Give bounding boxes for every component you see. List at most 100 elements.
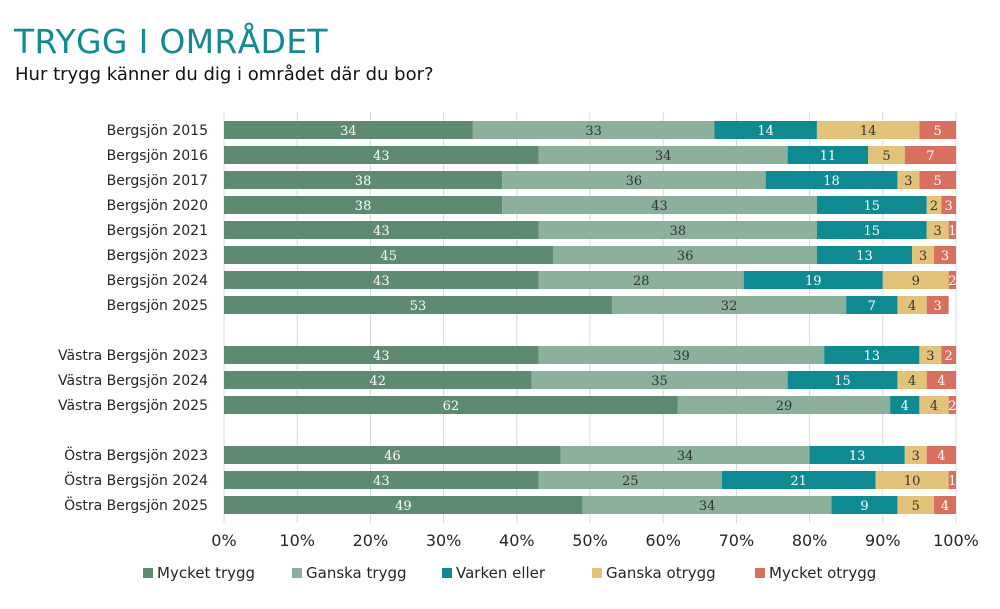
data-label: 1 bbox=[948, 224, 956, 239]
bar-segment bbox=[919, 346, 942, 364]
data-label: 43 bbox=[373, 474, 390, 489]
x-tick-label: 30% bbox=[426, 531, 462, 550]
bar-segment bbox=[948, 221, 956, 239]
data-label: 9 bbox=[912, 274, 920, 289]
bar-segment bbox=[224, 196, 503, 214]
data-label: 14 bbox=[757, 124, 774, 139]
bar-segment bbox=[765, 171, 898, 189]
data-label: 3 bbox=[934, 299, 942, 314]
legend-swatch bbox=[292, 568, 302, 578]
bar-segment bbox=[224, 246, 554, 264]
x-tick-label: 80% bbox=[792, 531, 828, 550]
data-label: 39 bbox=[673, 349, 690, 364]
chart-subtitle: Hur trygg känner du dig i området där du… bbox=[15, 64, 434, 85]
legend-label: Varken eller bbox=[456, 564, 546, 582]
bar-segment bbox=[934, 246, 956, 264]
data-label: 3 bbox=[912, 449, 920, 464]
bar-segment bbox=[926, 371, 956, 389]
data-label: 28 bbox=[633, 274, 650, 289]
bar-segment bbox=[934, 496, 956, 514]
bar-segment bbox=[926, 296, 949, 314]
bar-segment bbox=[948, 471, 956, 489]
bar-segment bbox=[904, 146, 956, 164]
category-label: Västra Bergsjön 2024 bbox=[58, 373, 208, 389]
bar-segment bbox=[875, 471, 949, 489]
data-label: 4 bbox=[930, 399, 938, 414]
category-label: Östra Bergsjön 2023 bbox=[64, 446, 208, 464]
bar-segment bbox=[224, 446, 561, 464]
legend-swatch bbox=[143, 568, 153, 578]
data-label: 18 bbox=[823, 174, 840, 189]
bar-segment bbox=[926, 446, 956, 464]
legend-label: Mycket trygg bbox=[157, 564, 255, 582]
data-label: 4 bbox=[941, 499, 949, 514]
bar-segment bbox=[824, 346, 920, 364]
data-label: 21 bbox=[790, 474, 807, 489]
bar-segment bbox=[560, 446, 810, 464]
bar-segment bbox=[224, 121, 473, 139]
data-label: 3 bbox=[945, 199, 953, 214]
chart-title: TRYGG I OMRÅDET bbox=[14, 22, 328, 61]
bar-segment bbox=[941, 196, 956, 214]
bar-segment bbox=[816, 246, 913, 264]
x-tick-label: 70% bbox=[719, 531, 755, 550]
data-label: 4 bbox=[937, 374, 945, 389]
data-label: 43 bbox=[373, 224, 390, 239]
data-label: 53 bbox=[410, 299, 427, 314]
data-label: 3 bbox=[934, 224, 942, 239]
data-label: 13 bbox=[856, 249, 873, 264]
bar-segment bbox=[919, 396, 949, 414]
data-label: 19 bbox=[805, 274, 822, 289]
bar-segment bbox=[897, 496, 935, 514]
data-label: 4 bbox=[901, 399, 909, 414]
bar-segment bbox=[897, 296, 927, 314]
bar-segment bbox=[816, 196, 927, 214]
legend-label: Mycket otrygg bbox=[769, 564, 876, 582]
data-label: 2 bbox=[945, 349, 953, 364]
legend-swatch bbox=[442, 568, 452, 578]
data-label: 36 bbox=[677, 249, 694, 264]
data-label: 38 bbox=[355, 199, 372, 214]
category-label: Bergsjön 2025 bbox=[107, 298, 208, 314]
bar-segment bbox=[553, 246, 817, 264]
data-label: 4 bbox=[908, 299, 916, 314]
bar-segment bbox=[948, 271, 956, 289]
data-label: 5 bbox=[934, 124, 942, 139]
data-label: 15 bbox=[864, 199, 881, 214]
bar-segment bbox=[912, 246, 935, 264]
bar-segment bbox=[538, 221, 817, 239]
category-label: Bergsjön 2020 bbox=[107, 198, 208, 214]
bar-segment bbox=[721, 471, 876, 489]
bar-segment bbox=[904, 446, 927, 464]
data-label: 3 bbox=[904, 174, 912, 189]
data-label: 7 bbox=[868, 299, 876, 314]
bar-segment bbox=[919, 121, 956, 139]
x-tick-label: 50% bbox=[572, 531, 608, 550]
data-label: 7 bbox=[926, 149, 934, 164]
bar-segment bbox=[926, 196, 942, 214]
bar-segment bbox=[224, 296, 612, 314]
bar-segment bbox=[897, 371, 927, 389]
legend-label: Ganska trygg bbox=[306, 564, 407, 582]
data-label: 35 bbox=[651, 374, 668, 389]
bar-segment bbox=[611, 296, 847, 314]
category-label: Bergsjön 2017 bbox=[107, 173, 208, 189]
data-label: 43 bbox=[373, 274, 390, 289]
data-label: 3 bbox=[919, 249, 927, 264]
data-label: 2 bbox=[948, 274, 956, 289]
bar-segment bbox=[224, 396, 678, 414]
data-label: 43 bbox=[373, 149, 390, 164]
x-tick-label: 60% bbox=[645, 531, 681, 550]
category-label: Östra Bergsjön 2024 bbox=[64, 471, 208, 489]
data-label: 14 bbox=[860, 124, 877, 139]
bar-segment bbox=[816, 121, 920, 139]
bar-segment bbox=[882, 271, 949, 289]
bar-segment bbox=[846, 296, 898, 314]
data-label: 3 bbox=[941, 249, 949, 264]
legend-swatch bbox=[755, 568, 765, 578]
data-label: 43 bbox=[373, 349, 390, 364]
data-label: 34 bbox=[655, 149, 672, 164]
data-label: 33 bbox=[585, 124, 602, 139]
bar-segment bbox=[538, 346, 825, 364]
